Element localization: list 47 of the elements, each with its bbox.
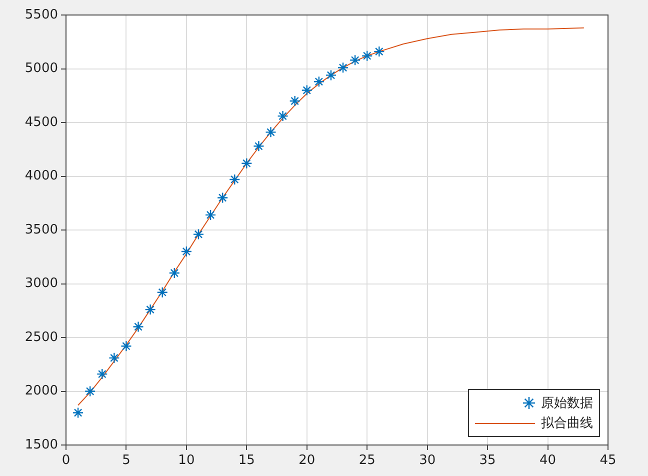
x-tick-label: 10 — [178, 453, 195, 468]
point — [337, 62, 349, 74]
y-tick-label: 3000 — [24, 276, 58, 292]
x-tick-label: 20 — [298, 453, 316, 468]
x-tick-label: 5 — [122, 453, 130, 468]
point — [96, 368, 108, 380]
point — [362, 50, 373, 62]
point — [241, 158, 252, 169]
y-tick-label: 5500 — [24, 7, 58, 22]
point — [72, 407, 84, 418]
x-tick-label: 45 — [600, 453, 616, 468]
point — [108, 352, 120, 364]
x-tick-label: 15 — [238, 453, 255, 468]
point — [277, 110, 288, 122]
legend-label: 原始数据 — [541, 395, 593, 412]
point — [216, 192, 228, 204]
point — [120, 340, 132, 352]
point — [192, 228, 204, 240]
point — [313, 76, 325, 88]
point — [349, 54, 361, 66]
y-tick-label: 3500 — [24, 222, 58, 238]
legend-label: 拟合曲线 — [541, 415, 593, 432]
point — [204, 209, 216, 221]
point — [301, 84, 312, 96]
y-tick-label: 4000 — [24, 168, 58, 184]
x-tick-label: 35 — [479, 453, 496, 468]
point — [156, 286, 168, 298]
point — [144, 304, 156, 316]
point — [374, 46, 385, 58]
point — [132, 321, 144, 332]
y-tick-label: 1500 — [24, 437, 58, 452]
x-tick-label: 0 — [62, 453, 70, 468]
point — [84, 386, 96, 397]
point — [180, 246, 192, 258]
y-tick-label: 2000 — [24, 384, 58, 399]
y-tick-label: 2500 — [24, 330, 58, 345]
point — [253, 140, 264, 152]
point — [325, 70, 337, 81]
x-tick-label: 40 — [540, 453, 556, 468]
y-tick-label: 4500 — [24, 114, 58, 130]
point — [265, 126, 276, 138]
x-tick-label: 25 — [358, 453, 376, 468]
x-tick-label: 30 — [419, 453, 436, 468]
y-tick-label: 5000 — [24, 61, 58, 76]
point — [168, 267, 180, 279]
point — [229, 174, 240, 186]
point — [289, 95, 300, 107]
